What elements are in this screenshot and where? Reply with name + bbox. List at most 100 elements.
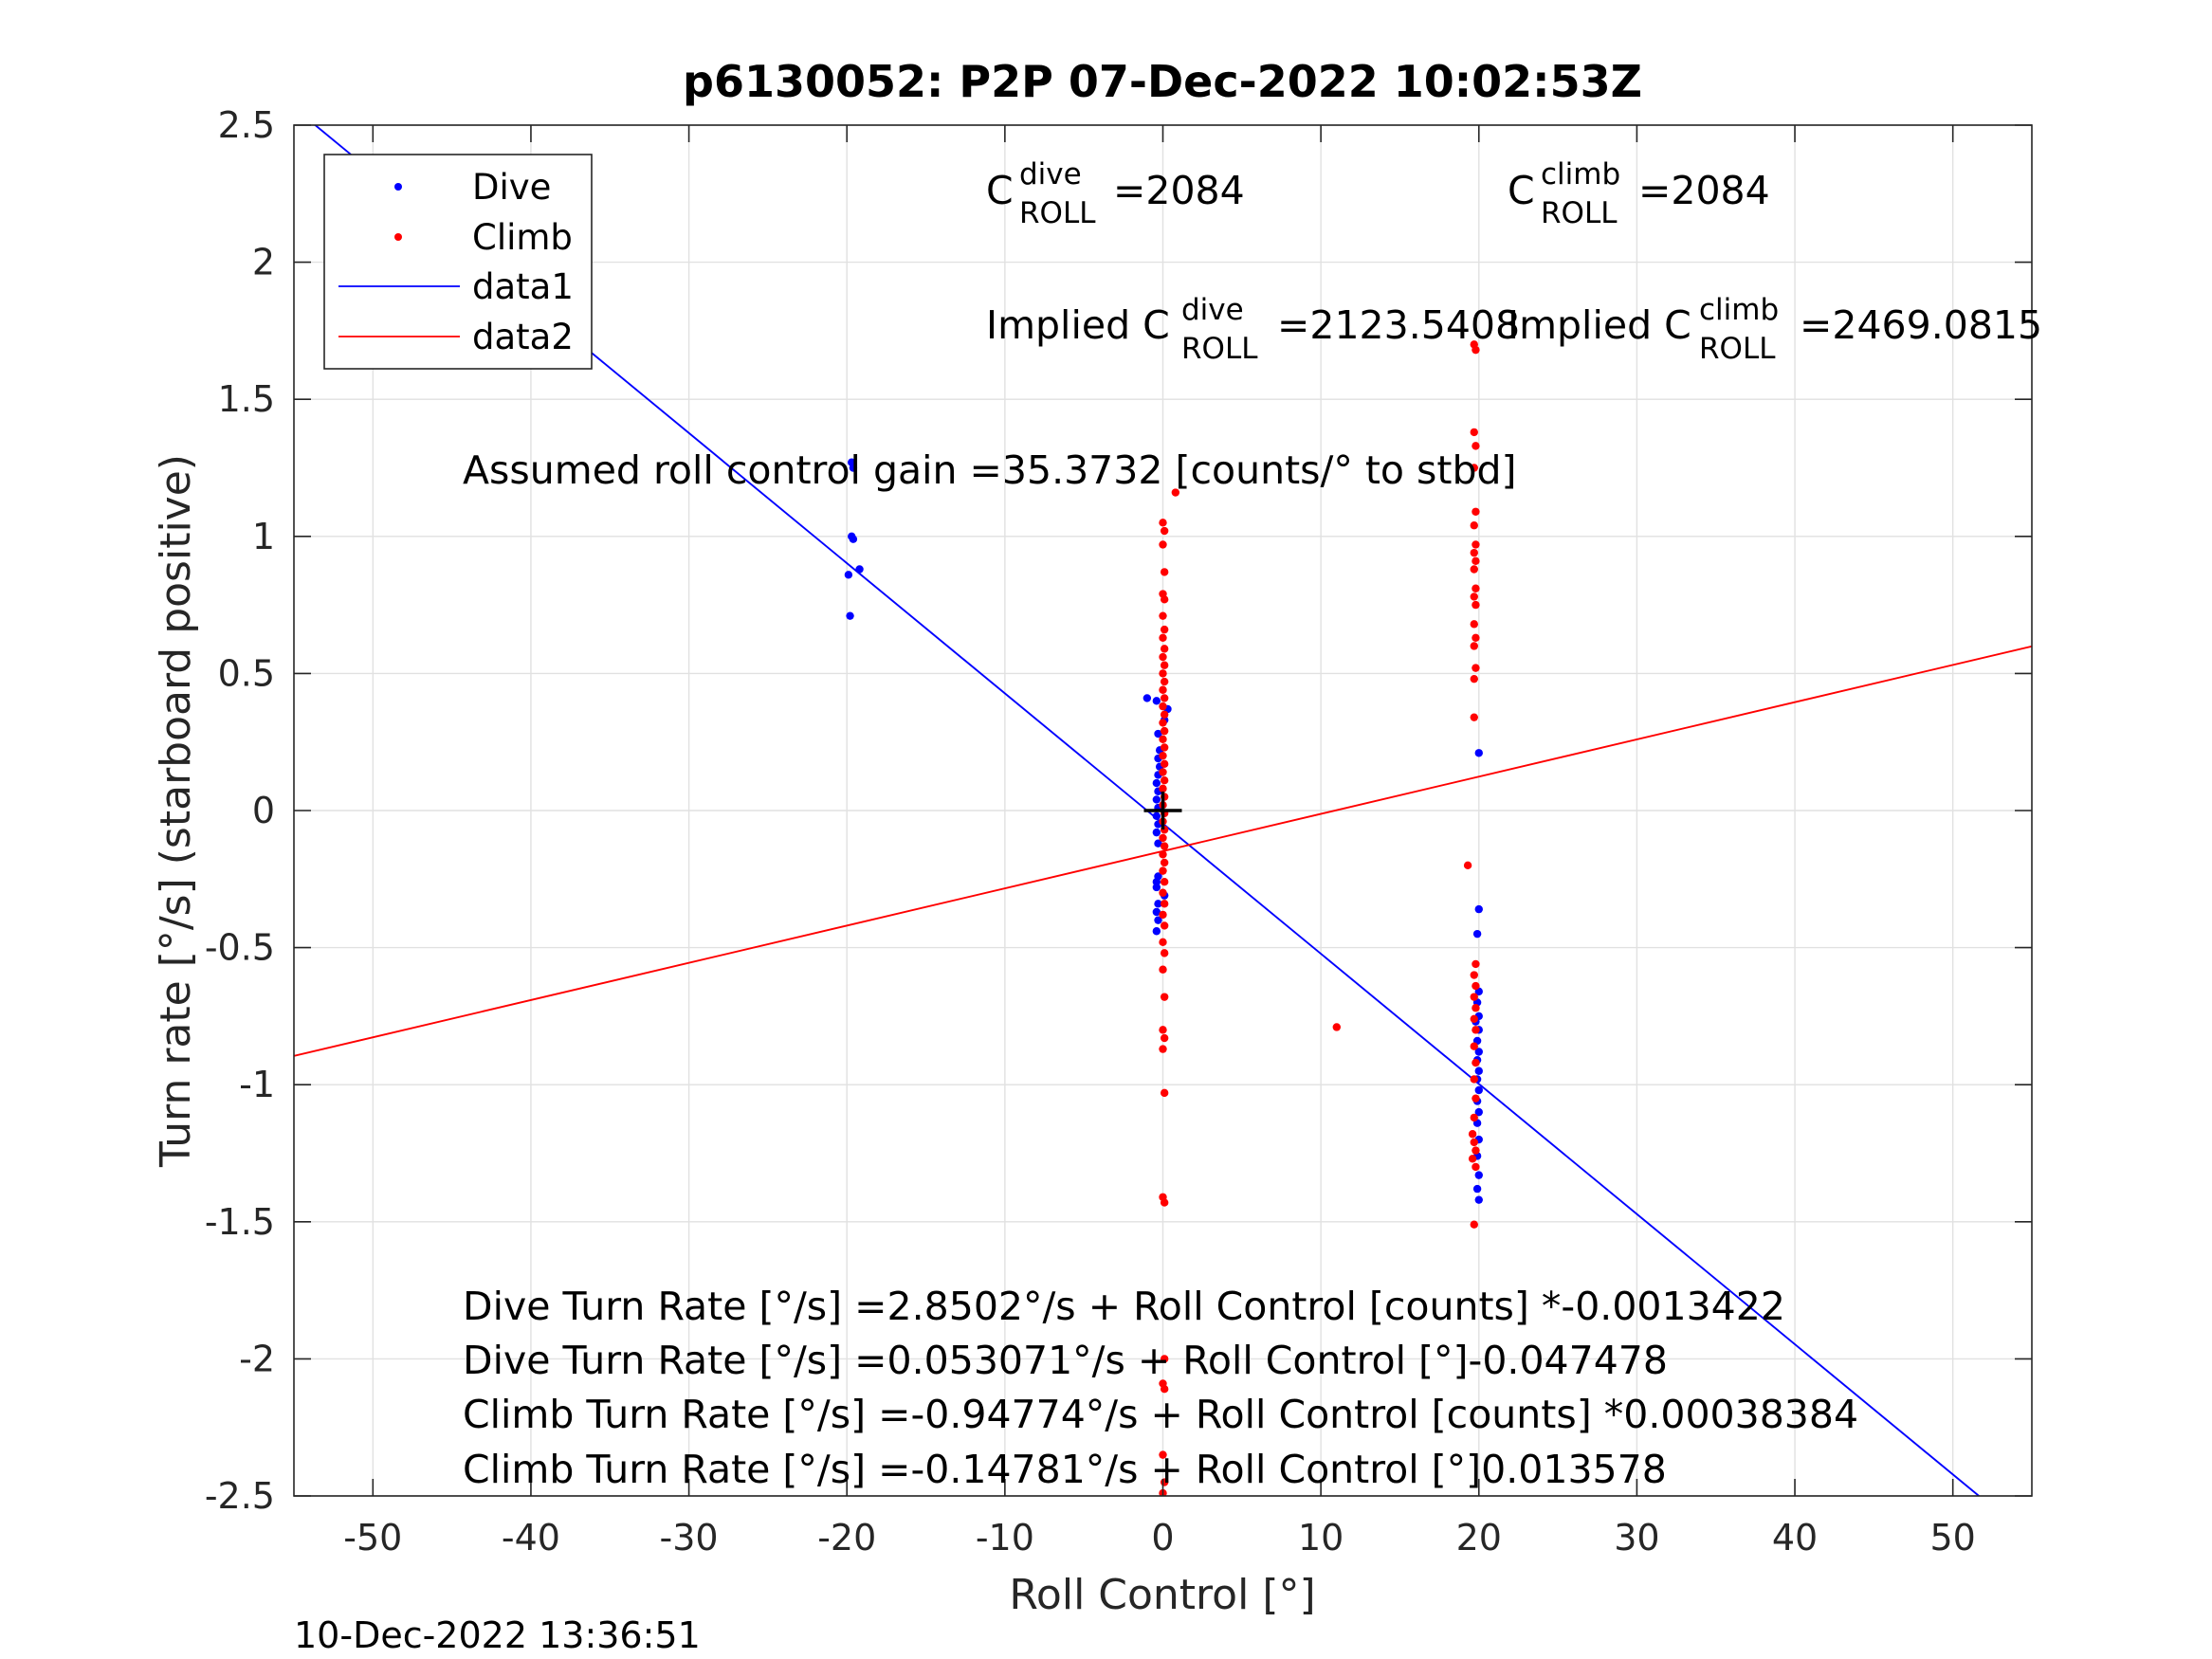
dive-point (1474, 1048, 1483, 1056)
climb-point (1470, 464, 1478, 472)
dive-point (1474, 1171, 1483, 1179)
dive-point (1152, 883, 1161, 892)
plot-series (294, 125, 2032, 1496)
x-tick-label: -30 (660, 1517, 719, 1559)
c-roll-dive-prefix: C (986, 168, 1014, 213)
climb-point (1472, 1162, 1480, 1172)
y-tick-label: -0.5 (205, 927, 275, 969)
climb-point (1472, 1094, 1480, 1103)
climb-point (1160, 877, 1169, 886)
climb-point (1160, 743, 1169, 752)
climb-point (1171, 488, 1180, 497)
y-tick-label: -1.5 (205, 1201, 275, 1243)
climb-point (1160, 900, 1169, 908)
y-axis-label: Turn rate [°/s] (starboard positive) (152, 454, 200, 1168)
dive-point (1474, 749, 1483, 757)
climb-point (1472, 981, 1480, 991)
climb-point (1472, 556, 1480, 566)
dive-point (1143, 694, 1152, 702)
legend: Dive Climb data1 data2 (323, 154, 593, 370)
climb-point (1470, 620, 1478, 629)
climb-point (1470, 1075, 1478, 1084)
dive-point (1154, 839, 1162, 848)
legend-climb-label: Climb (472, 217, 573, 258)
implied-c-roll-dive-subscript: ROLL (1181, 332, 1258, 366)
climb-point (1160, 595, 1169, 604)
legend-data1-label: data1 (472, 266, 574, 307)
roll-control-gain-annotation: Assumed roll control gain =35.3732 [coun… (463, 447, 1517, 493)
climb-point (1159, 519, 1167, 527)
climb-point (1472, 507, 1480, 516)
dive-point (1154, 916, 1162, 924)
climb-point (1160, 759, 1169, 769)
dive-point (846, 611, 854, 620)
climb-point (1472, 1026, 1480, 1034)
climb-point (1332, 1023, 1342, 1031)
climb-point (1472, 600, 1480, 610)
dive-point (849, 464, 858, 472)
dive-point (849, 535, 858, 543)
climb-point (1159, 1450, 1167, 1459)
dive-point (1152, 907, 1161, 917)
y-tick-label: 1.5 (218, 378, 275, 420)
axis-ticks: -50 -40 -30 -20 -10 0 10 20 30 40 50 2.5 2 1.5 1 0.5 0 -0… (205, 104, 2032, 1559)
climb-point (1470, 565, 1478, 574)
legend-data2-label: data2 (472, 317, 574, 357)
c-roll-climb-subscript: ROLL (1541, 196, 1618, 230)
climb-point (1159, 685, 1167, 694)
dive-point (855, 565, 864, 574)
legend-box (323, 154, 593, 370)
c-roll-dive-superscript: dive (1019, 157, 1082, 191)
dive-point (1152, 811, 1161, 820)
dive-point (1152, 795, 1161, 804)
dive-point (1154, 900, 1162, 908)
climb-point (1159, 719, 1167, 727)
c-roll-dive-annotation: C dive ROLL =2084 (986, 157, 1245, 230)
climb-point (1470, 674, 1478, 684)
climb-point (1159, 910, 1167, 920)
c-roll-climb-value: =2084 (1638, 168, 1770, 213)
climb-point (1472, 540, 1480, 549)
climb-point (1159, 784, 1167, 793)
c-roll-climb-superscript: climb (1541, 157, 1620, 191)
implied-c-roll-dive-annotation: Implied C dive ROLL =2123.5408 (986, 293, 1520, 366)
climb-point (1472, 345, 1480, 355)
climb-point (1159, 540, 1167, 549)
climb-point (1159, 702, 1167, 711)
c-roll-climb-prefix: C (1508, 168, 1535, 213)
climb-point (1160, 1033, 1169, 1043)
climb-point (1470, 1042, 1478, 1050)
climb-point (1463, 861, 1472, 870)
climb-point (1160, 1198, 1169, 1207)
y-tick-label: 2 (252, 242, 275, 283)
climb-fit-counts-equation: Climb Turn Rate [°/s] =-0.94774°/s + Rol… (463, 1392, 1858, 1437)
dive-point (1152, 778, 1161, 788)
climb-point (1470, 592, 1478, 601)
climb-point (1160, 710, 1169, 719)
climb-point (1472, 1146, 1480, 1155)
c-roll-dive-subscript: ROLL (1019, 196, 1096, 230)
climb-point (1160, 1088, 1169, 1098)
climb-point (1159, 652, 1167, 662)
dive-point (1474, 1085, 1483, 1095)
y-tick-label: 0 (252, 790, 275, 831)
x-tick-label: 50 (1930, 1517, 1976, 1559)
climb-point (1470, 548, 1478, 557)
y-tick-label: 2.5 (218, 104, 275, 146)
dive-point (1154, 729, 1162, 738)
y-tick-label: -2.5 (205, 1475, 275, 1517)
climb-point (1470, 428, 1478, 437)
climb-point (1159, 888, 1167, 897)
climb-point (1159, 1026, 1167, 1034)
x-tick-label: 10 (1298, 1517, 1344, 1559)
climb-point (1160, 949, 1169, 957)
legend-dive-marker (394, 183, 402, 191)
climb-point (1160, 677, 1169, 686)
dive-point (1474, 904, 1483, 914)
climb-point (1472, 959, 1480, 969)
climb-point (1159, 833, 1167, 843)
climb-point (1470, 1113, 1478, 1122)
climb-point (1470, 1138, 1478, 1147)
implied-c-roll-climb-annotation: Implied C climb ROLL =2469.0815 (1508, 293, 2042, 366)
climb-point (1160, 694, 1169, 702)
